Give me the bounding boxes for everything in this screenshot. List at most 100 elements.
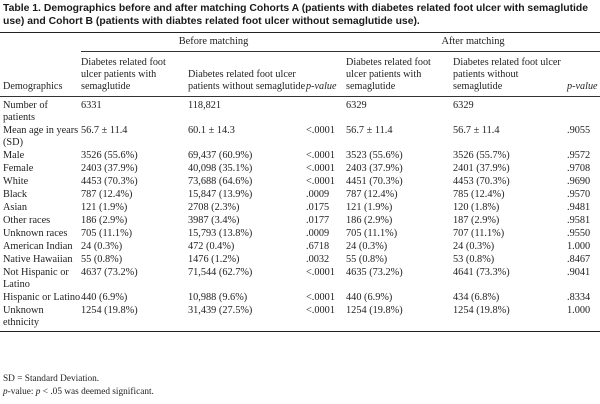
before-without-cell: 15,847 (13.9%) bbox=[188, 189, 253, 200]
before-with-cell: 4453 (70.3%) bbox=[81, 176, 138, 187]
table-row: White 4453 (70.3%) 73,688 (64.6%) <.0001 445… bbox=[0, 175, 600, 188]
before-with-cell: 55 (0.8%) bbox=[81, 254, 123, 265]
caption-label: Table 1. bbox=[3, 3, 41, 14]
after-without-cell: 56.7 ± 11.4 bbox=[453, 125, 500, 136]
row-label: Native Hawaiian bbox=[3, 254, 73, 265]
table-caption: Table 1. Demographics before and after m… bbox=[3, 3, 595, 28]
after-without-cell: 434 (6.8%) bbox=[453, 292, 500, 303]
after-without-cell: 24 (0.3%) bbox=[453, 241, 495, 252]
after-pvalue-label: p-value bbox=[567, 81, 598, 92]
after-with-cell: 1254 (19.8%) bbox=[346, 304, 454, 332]
before-pvalue-cell: <.0001 bbox=[306, 304, 347, 332]
demographics-table: Before matching After matching Demograph… bbox=[0, 32, 600, 332]
before-pvalue-cell: <.0001 bbox=[306, 267, 335, 278]
after-pvalue-cell: .9041 bbox=[567, 267, 591, 278]
after-with-cell: 6329 bbox=[346, 100, 367, 111]
row-label: White bbox=[3, 176, 29, 187]
after-pvalue-cell: .9572 bbox=[567, 150, 591, 161]
before-with-cell: 24 (0.3%) bbox=[81, 241, 123, 252]
table-row: Asian 121 (1.9%) 2708 (2.3%) .0175 121 (1.9%… bbox=[0, 201, 600, 214]
after-with-cell: 55 (0.8%) bbox=[346, 254, 388, 265]
after-without-cell: 3526 (55.7%) bbox=[453, 150, 510, 161]
before-without-cell: 118,821 bbox=[188, 100, 222, 111]
after-without-header: Diabetes related foot ulcer patients wit… bbox=[453, 51, 568, 97]
table-row: American Indian 24 (0.3%) 472 (0.4%) .6718 2… bbox=[0, 240, 600, 253]
after-without-cell: 53 (0.8%) bbox=[453, 254, 495, 265]
after-pvalue-cell bbox=[567, 97, 600, 125]
before-without-cell: 31,439 (27.5%) bbox=[188, 304, 306, 332]
after-without-cell: 6329 bbox=[453, 100, 474, 111]
before-without-cell: 69,437 (60.9%) bbox=[188, 150, 253, 161]
empty-header-cell bbox=[0, 32, 81, 52]
before-without-cell: 10,988 (9.6%) bbox=[188, 292, 248, 303]
after-with-cell: 186 (2.9%) bbox=[346, 215, 393, 226]
before-matching-header: Before matching bbox=[81, 32, 347, 52]
row-label: Mean age in years (SD) bbox=[3, 125, 79, 148]
after-without-cell: 707 (11.1%) bbox=[453, 228, 505, 239]
after-with-cell: 56.7 ± 11.4 bbox=[346, 125, 393, 136]
row-label: Hispanic or Latino bbox=[3, 292, 81, 303]
row-label: Black bbox=[3, 189, 28, 200]
before-pvalue-cell: .0177 bbox=[306, 215, 330, 226]
row-label: American Indian bbox=[3, 241, 73, 252]
after-without-cell: 120 (1.8%) bbox=[453, 202, 500, 213]
after-with-header: Diabetes related foot ulcer patients wit… bbox=[346, 51, 454, 97]
after-without-cell: 1254 (19.8%) bbox=[453, 304, 568, 332]
before-pvalue-cell: .0032 bbox=[306, 254, 330, 265]
table-footnotes: SD = Standard Deviation. p-value: p < .0… bbox=[3, 373, 593, 398]
before-without-cell: 73,688 (64.6%) bbox=[188, 176, 253, 187]
before-without-cell: 1476 (1.2%) bbox=[188, 254, 240, 265]
before-with-cell: 3526 (55.6%) bbox=[81, 150, 138, 161]
table-row: Hispanic or Latino 440 (6.9%) 10,988 (9.6%… bbox=[0, 291, 600, 304]
before-pvalue-cell: .6718 bbox=[306, 241, 330, 252]
row-label: Female bbox=[3, 163, 34, 174]
before-without-cell: 15,793 (13.8%) bbox=[188, 228, 253, 239]
table-row: Black 787 (12.4%) 15,847 (13.9%) .0009 787 (… bbox=[0, 188, 600, 201]
before-with-cell: 705 (11.1%) bbox=[81, 228, 133, 239]
before-pvalue-header: p-value bbox=[306, 51, 347, 97]
after-with-cell: 440 (6.9%) bbox=[346, 292, 393, 303]
row-label: Number of patients bbox=[3, 100, 48, 123]
before-without-cell: 3987 (3.4%) bbox=[188, 215, 240, 226]
after-pvalue-cell: .9570 bbox=[567, 189, 591, 200]
row-label: Male bbox=[3, 150, 25, 161]
before-pvalue-cell: <.0001 bbox=[306, 176, 335, 187]
table-row: Female 2403 (37.9%) 40,098 (35.1%) <.0001 24… bbox=[0, 162, 600, 175]
before-with-cell: 2403 (37.9%) bbox=[81, 163, 138, 174]
after-pvalue-cell: .9481 bbox=[567, 202, 591, 213]
footnote-p-text: < .05 was deemed significant. bbox=[40, 386, 154, 397]
after-pvalue-cell: .9550 bbox=[567, 228, 591, 239]
after-with-cell: 787 (12.4%) bbox=[346, 189, 398, 200]
after-pvalue-cell: .8334 bbox=[567, 292, 591, 303]
table-row: Native Hawaiian 55 (0.8%) 1476 (1.2%) .0032… bbox=[0, 253, 600, 266]
footnote-pvalue: p-value: p < .05 was deemed significant. bbox=[3, 386, 593, 399]
footnote-p-italic-2: p bbox=[35, 386, 41, 397]
before-without-cell: 71,544 (62.7%) bbox=[188, 267, 253, 278]
before-with-cell: 440 (6.9%) bbox=[81, 292, 128, 303]
row-label: Other races bbox=[3, 215, 51, 226]
before-pvalue-cell: <.0001 bbox=[306, 163, 335, 174]
table-row: Male 3526 (55.6%) 69,437 (60.9%) <.0001 3523… bbox=[0, 149, 600, 162]
before-pvalue-cell: .0175 bbox=[306, 202, 330, 213]
after-pvalue-cell: .9055 bbox=[567, 125, 591, 136]
before-with-cell: 787 (12.4%) bbox=[81, 189, 133, 200]
after-pvalue-cell: .8467 bbox=[567, 254, 591, 265]
after-with-cell: 24 (0.3%) bbox=[346, 241, 388, 252]
after-without-cell: 4453 (70.3%) bbox=[453, 176, 510, 187]
before-with-header: Diabetes related foot ulcer patients wit… bbox=[81, 51, 188, 97]
before-without-cell: 2708 (2.3%) bbox=[188, 202, 240, 213]
table-row: Other races 186 (2.9%) 3987 (3.4%) .0177 186… bbox=[0, 214, 600, 227]
row-label: Not Hispanic or Latino bbox=[3, 267, 69, 290]
after-without-cell: 4641 (73.3%) bbox=[453, 267, 510, 278]
group-header-row: Before matching After matching bbox=[0, 32, 600, 52]
before-without-cell: 40,098 (35.1%) bbox=[188, 163, 253, 174]
before-with-cell: 6331 bbox=[81, 100, 102, 111]
after-pvalue-cell: .9690 bbox=[567, 176, 591, 187]
row-label: Unknown races bbox=[3, 228, 68, 239]
footnote-p-italic: p bbox=[3, 386, 8, 397]
row-label: Asian bbox=[3, 202, 28, 213]
after-pvalue-cell: .9581 bbox=[567, 215, 591, 226]
before-with-cell: 186 (2.9%) bbox=[81, 215, 128, 226]
after-with-cell: 4635 (73.2%) bbox=[346, 267, 403, 278]
